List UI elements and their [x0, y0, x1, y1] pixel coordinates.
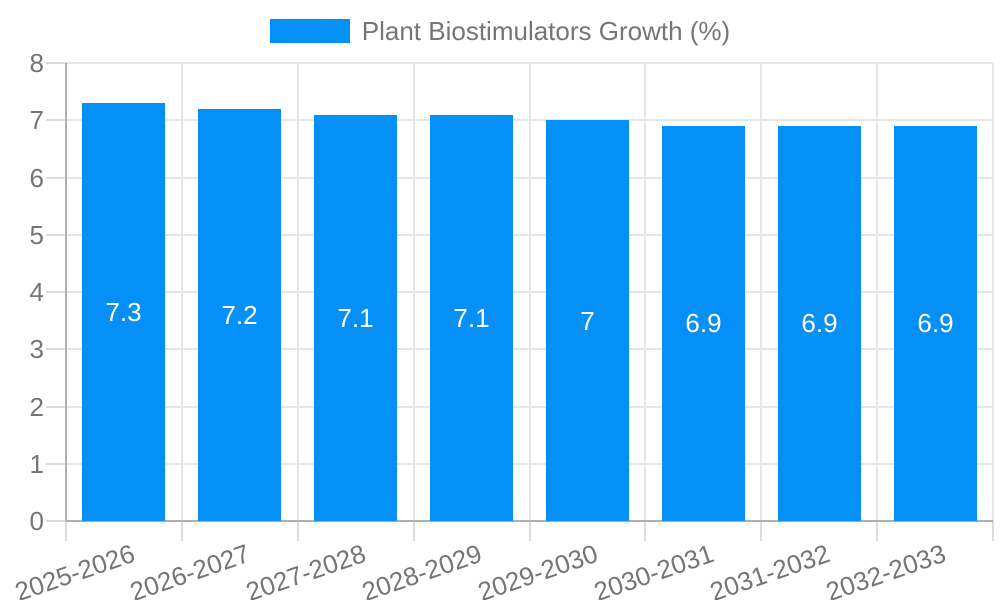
x-axis-tick-mark — [180, 521, 183, 541]
y-axis-tick-mark — [46, 348, 66, 351]
bar-value-label: 7.1 — [337, 303, 374, 333]
gridline-vertical — [760, 63, 763, 521]
bar — [894, 126, 977, 521]
x-axis-tick-mark — [992, 521, 994, 541]
y-axis-tick-mark — [46, 119, 66, 122]
y-axis-tick-mark — [46, 405, 66, 408]
x-tick-label: 2032-2033 — [821, 538, 950, 600]
bar — [778, 126, 861, 521]
gridline-vertical — [876, 63, 879, 521]
gridline-vertical — [644, 63, 647, 521]
x-tick-label: 2026-2027 — [126, 538, 254, 600]
gridline-vertical — [296, 63, 299, 521]
bar — [662, 126, 745, 521]
y-tick-label: 7 — [29, 105, 44, 136]
x-tick-label: 2027-2028 — [242, 538, 370, 600]
bar — [314, 115, 397, 521]
x-tick-label: 2025-2026 — [10, 538, 139, 600]
x-axis-line — [66, 520, 993, 522]
legend-label: Plant Biostimulators Growth (%) — [361, 16, 731, 46]
y-axis-line — [65, 63, 67, 521]
bar — [546, 120, 629, 521]
bar — [430, 115, 513, 521]
y-tick-label: 0 — [29, 506, 44, 536]
y-tick-label: 4 — [29, 277, 44, 307]
x-tick-label: 2028-2029 — [358, 538, 486, 600]
y-tick-label: 6 — [29, 162, 44, 193]
x-axis-tick-mark — [296, 521, 299, 541]
legend-swatch — [269, 19, 350, 43]
y-tick-label: 3 — [29, 334, 44, 365]
gridline-vertical — [412, 63, 415, 521]
x-axis-tick-mark — [876, 521, 879, 541]
y-tick-label: 8 — [29, 48, 44, 78]
x-axis-tick-mark — [760, 521, 763, 541]
bar-value-label: 6.9 — [801, 308, 838, 338]
legend-item[interactable]: Plant Biostimulators Growth (%) — [269, 16, 731, 46]
y-tick-label: 1 — [29, 448, 44, 479]
x-tick-label: 2030-2031 — [590, 538, 718, 600]
x-axis-tick-mark — [644, 521, 647, 541]
bar-value-label: 7.3 — [105, 297, 142, 327]
y-tick-label: 2 — [29, 391, 44, 422]
gridline-vertical — [180, 63, 183, 521]
x-axis-tick-mark — [65, 521, 67, 541]
chart-legend: Plant Biostimulators Growth (%) — [0, 18, 1000, 44]
y-axis-tick-mark — [46, 62, 66, 64]
y-axis-tick-mark — [46, 520, 66, 522]
bar-value-label: 7 — [580, 306, 595, 336]
x-axis-tick-mark — [412, 521, 415, 541]
y-axis-tick-mark — [46, 176, 66, 179]
bar — [198, 109, 281, 521]
y-tick-label: 5 — [29, 219, 44, 250]
gridline-vertical — [992, 63, 994, 521]
y-axis-tick-mark — [46, 233, 66, 236]
bar-value-label: 7.2 — [221, 300, 258, 330]
bar-value-label: 6.9 — [917, 308, 954, 338]
bar-value-label: 7.1 — [453, 303, 490, 333]
x-tick-label: 2029-2030 — [474, 538, 602, 600]
gridline-vertical — [528, 63, 531, 521]
y-axis-tick-mark — [46, 291, 66, 293]
x-axis-tick-mark — [528, 521, 531, 541]
bar-value-label: 6.9 — [685, 308, 722, 338]
bar — [82, 103, 165, 521]
x-tick-label: 2031-2032 — [705, 538, 834, 600]
y-axis-tick-mark — [46, 462, 66, 465]
